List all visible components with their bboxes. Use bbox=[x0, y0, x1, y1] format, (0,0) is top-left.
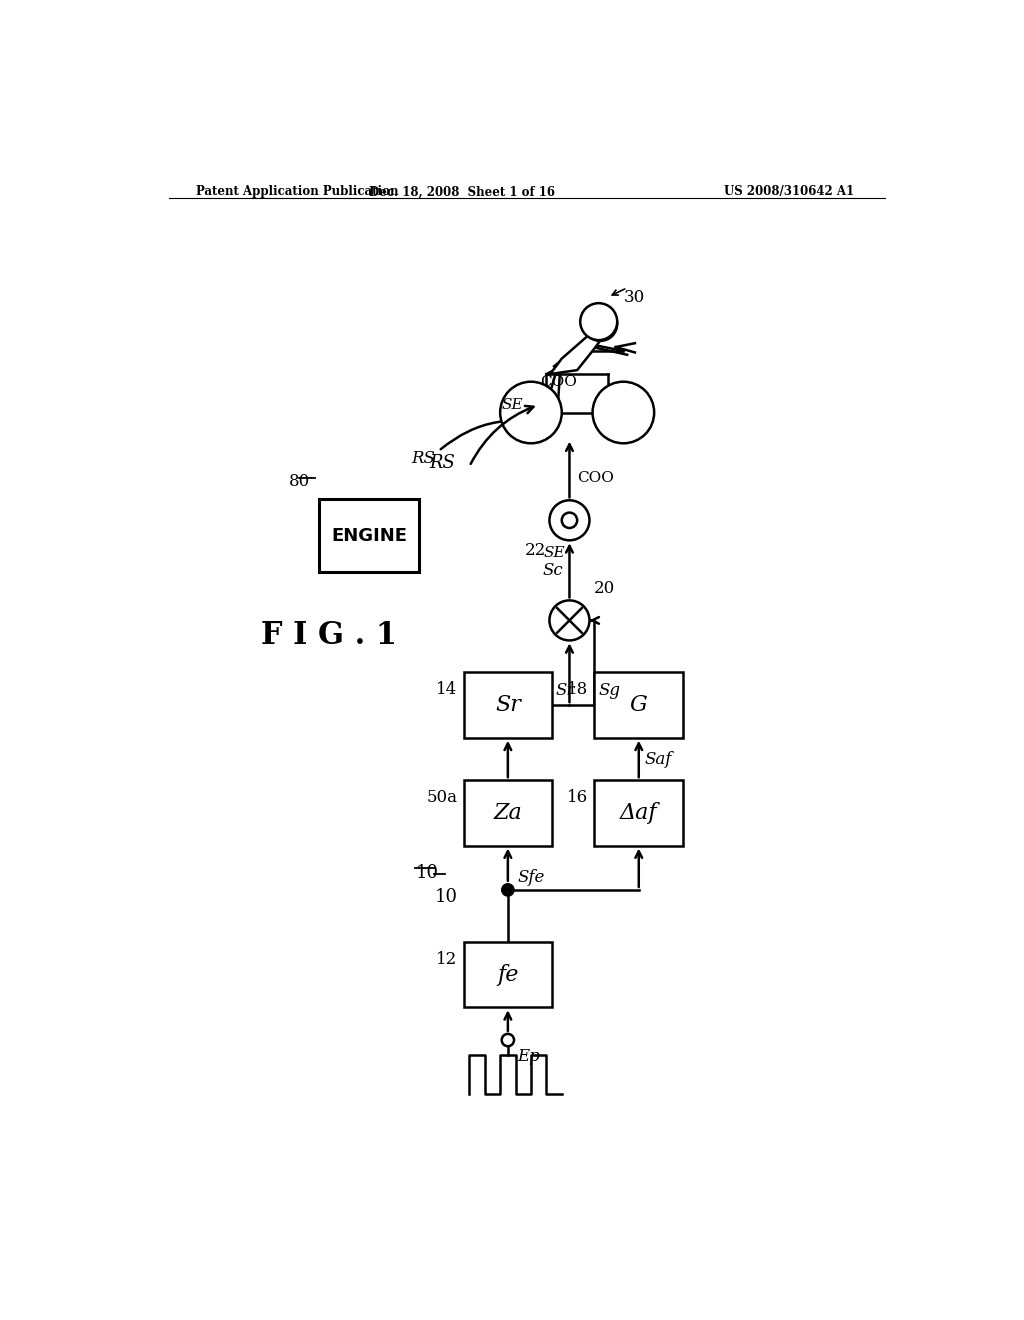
Text: Saf: Saf bbox=[645, 751, 673, 767]
Text: COO: COO bbox=[541, 375, 578, 389]
Text: G: G bbox=[630, 694, 647, 717]
Text: Sc: Sc bbox=[543, 562, 563, 579]
Bar bbox=[464, 942, 552, 1007]
Text: 50a: 50a bbox=[426, 789, 458, 807]
Text: 22: 22 bbox=[524, 543, 546, 558]
Circle shape bbox=[581, 304, 617, 341]
Bar bbox=[464, 672, 552, 738]
Circle shape bbox=[502, 884, 514, 896]
Text: Sr: Sr bbox=[495, 694, 521, 717]
Circle shape bbox=[502, 1034, 514, 1047]
Text: fe: fe bbox=[498, 964, 518, 986]
Circle shape bbox=[500, 381, 562, 444]
Text: Sr: Sr bbox=[556, 682, 575, 700]
Text: 10: 10 bbox=[416, 865, 438, 882]
Text: 30: 30 bbox=[624, 289, 645, 306]
Text: 20: 20 bbox=[593, 579, 614, 597]
Circle shape bbox=[584, 308, 617, 341]
Circle shape bbox=[593, 381, 654, 444]
Bar bbox=[464, 780, 552, 846]
Text: 12: 12 bbox=[436, 950, 458, 968]
Text: 10: 10 bbox=[434, 887, 458, 906]
Text: US 2008/310642 A1: US 2008/310642 A1 bbox=[724, 185, 854, 198]
Text: Ep: Ep bbox=[517, 1048, 540, 1065]
Text: Δaf: Δaf bbox=[620, 803, 657, 824]
Text: SE: SE bbox=[502, 397, 523, 412]
Bar bbox=[319, 499, 419, 573]
Text: Sg: Sg bbox=[598, 682, 621, 700]
Text: 14: 14 bbox=[436, 681, 458, 698]
Text: 16: 16 bbox=[567, 789, 589, 807]
Text: Sfe: Sfe bbox=[517, 869, 545, 886]
Bar bbox=[595, 780, 683, 846]
Text: 18: 18 bbox=[567, 681, 589, 698]
Bar bbox=[595, 672, 683, 738]
Text: COO: COO bbox=[578, 471, 614, 484]
Text: Patent Application Publication: Patent Application Publication bbox=[196, 185, 398, 198]
Text: Za: Za bbox=[494, 803, 522, 824]
Circle shape bbox=[550, 601, 590, 640]
Text: F I G . 1: F I G . 1 bbox=[261, 620, 397, 651]
Text: Dec. 18, 2008  Sheet 1 of 16: Dec. 18, 2008 Sheet 1 of 16 bbox=[369, 185, 555, 198]
Text: RS: RS bbox=[429, 454, 456, 471]
Circle shape bbox=[550, 500, 590, 540]
Circle shape bbox=[562, 512, 578, 528]
Text: ENGINE: ENGINE bbox=[331, 527, 408, 545]
Text: SE: SE bbox=[544, 546, 565, 561]
Polygon shape bbox=[550, 331, 604, 374]
Text: RS: RS bbox=[412, 450, 435, 467]
Text: 80: 80 bbox=[289, 473, 310, 490]
